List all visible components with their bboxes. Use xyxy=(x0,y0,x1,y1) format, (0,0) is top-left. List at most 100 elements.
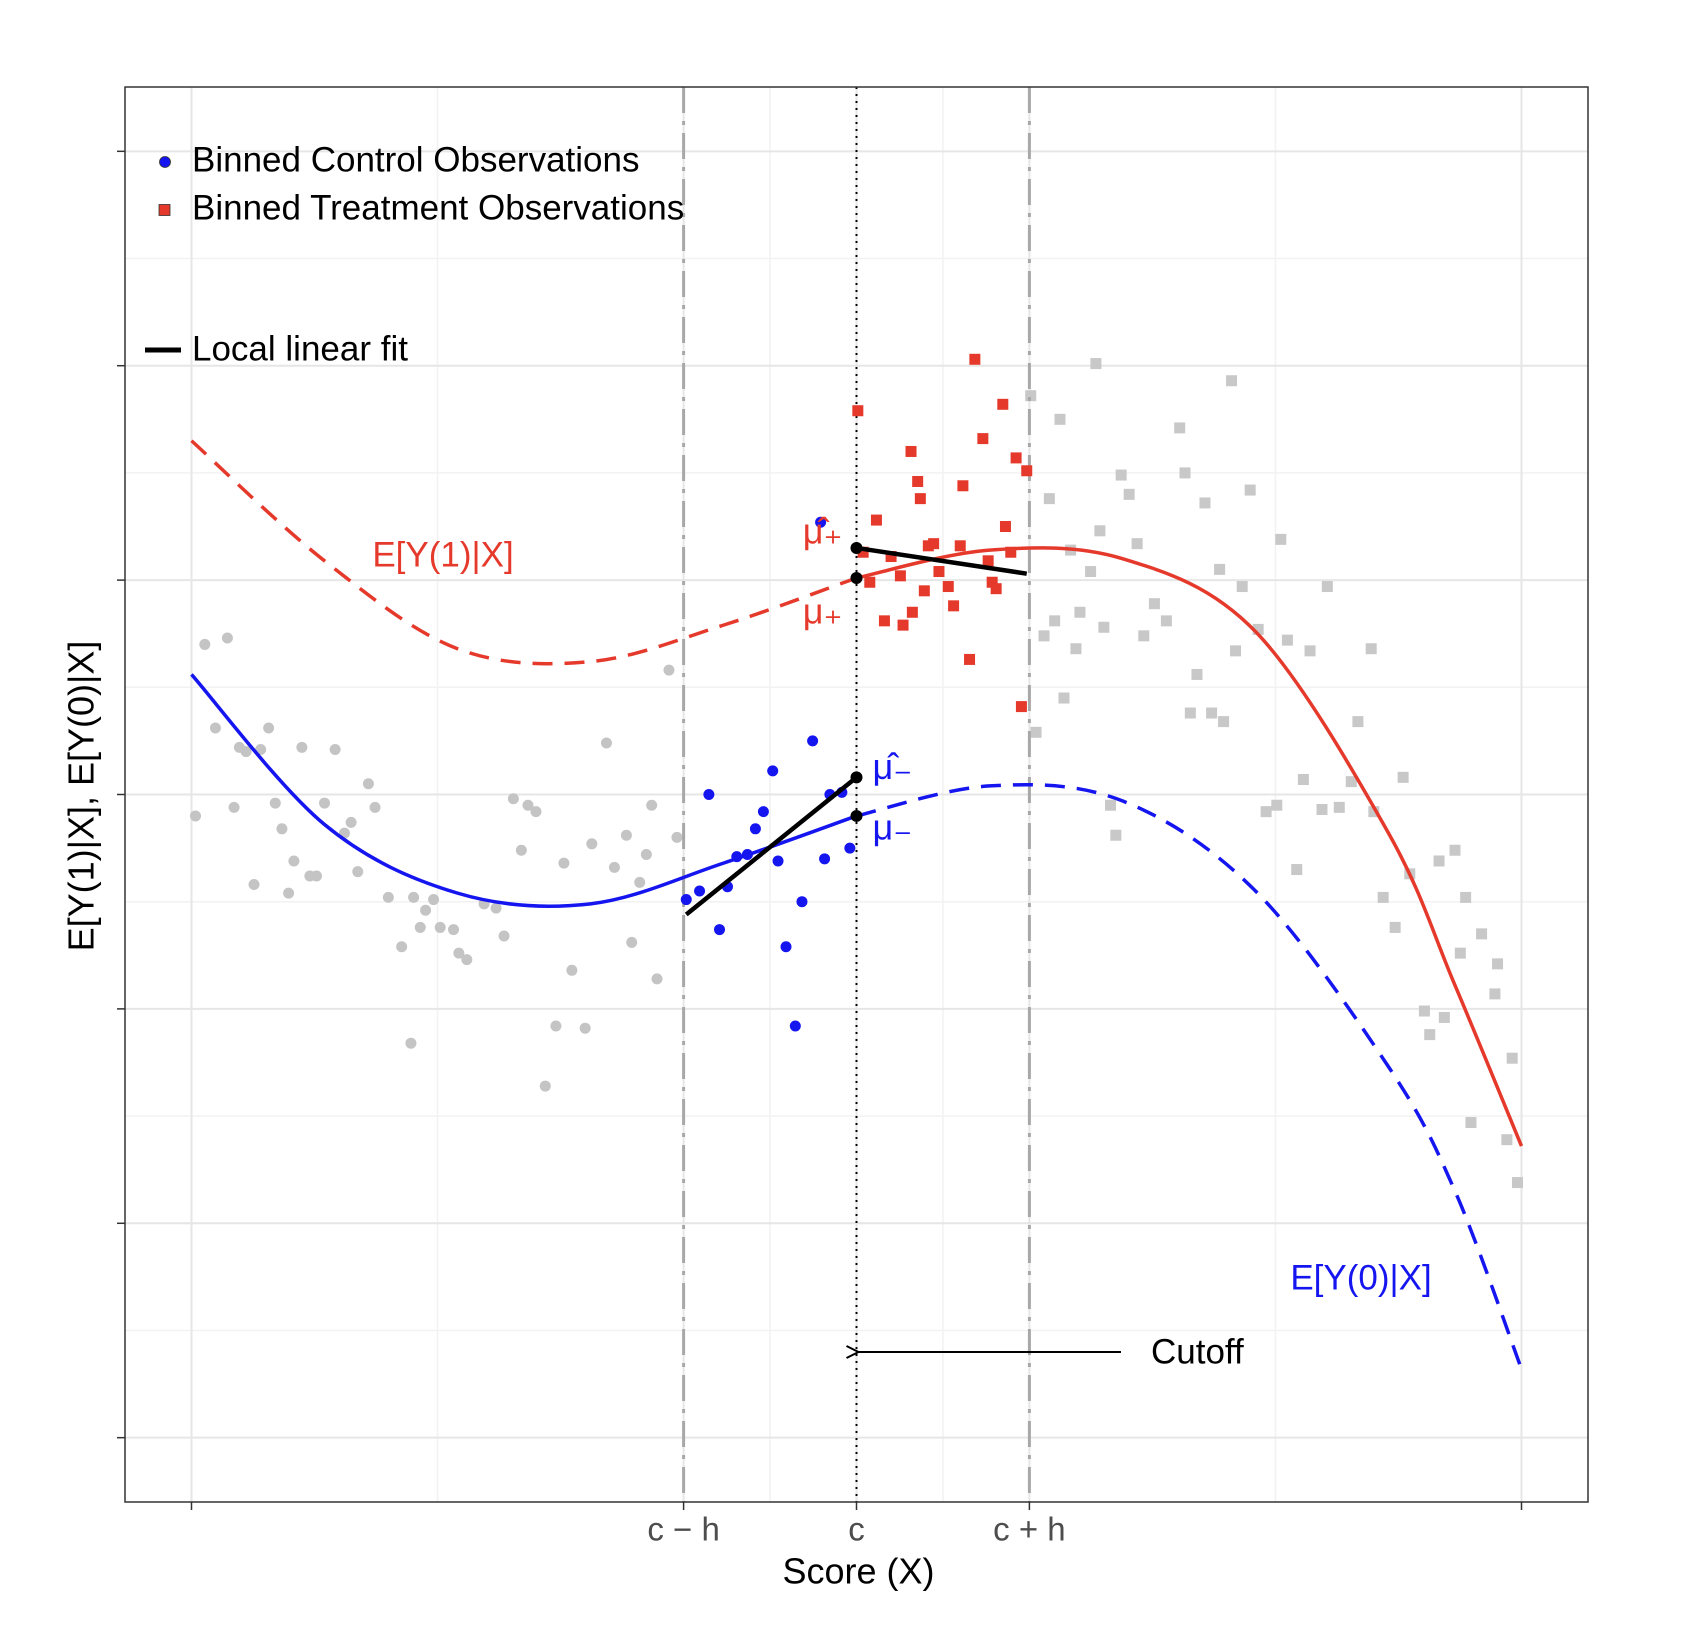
binned-point xyxy=(1015,701,1027,713)
background-point xyxy=(240,746,252,758)
background-point xyxy=(319,797,330,809)
background-point xyxy=(1070,643,1082,655)
background-point xyxy=(1054,413,1066,425)
background-point xyxy=(1206,707,1218,719)
estimate-label: μ̂₊ xyxy=(803,510,843,551)
binned-point xyxy=(796,896,808,908)
background-point xyxy=(414,921,426,933)
background-point xyxy=(408,891,420,903)
background-point xyxy=(1174,422,1186,434)
x-axis-title: Score (X) xyxy=(782,1551,934,1592)
background-point xyxy=(1506,1052,1518,1064)
expectation-curve xyxy=(190,673,858,908)
estimate-label: μ₊ xyxy=(803,590,843,631)
background-point xyxy=(396,941,408,953)
binned-point xyxy=(680,894,692,906)
background-point xyxy=(1449,844,1461,856)
binned-point xyxy=(789,1020,801,1032)
binned-point xyxy=(757,806,769,818)
estimate-point xyxy=(850,771,863,784)
legend-marker xyxy=(158,204,171,216)
expectation-curve xyxy=(856,546,1524,1147)
background-point xyxy=(1476,928,1488,940)
background-point xyxy=(1115,469,1127,481)
legend-label: Local linear fit xyxy=(192,329,408,368)
binned-point xyxy=(999,521,1011,533)
background-point xyxy=(1260,806,1272,818)
background-point xyxy=(362,778,374,790)
background-point xyxy=(600,737,612,749)
background-point xyxy=(1110,829,1122,841)
background-point xyxy=(620,829,632,841)
background-point xyxy=(1085,566,1097,578)
background-point xyxy=(420,904,432,916)
background-point xyxy=(296,741,308,753)
background-point xyxy=(663,664,675,676)
background-point xyxy=(448,924,460,936)
background-point xyxy=(248,879,260,891)
background-point xyxy=(1291,864,1303,876)
legend-label: Binned Treatment Observations xyxy=(192,188,684,227)
background-point xyxy=(352,866,364,878)
background-point xyxy=(490,902,502,914)
binned-point xyxy=(852,405,864,417)
background-point xyxy=(269,797,281,809)
estimate-label: μ̂₋ xyxy=(873,746,913,787)
background-point xyxy=(530,806,542,818)
binned-point xyxy=(772,855,784,867)
background-point xyxy=(1214,563,1226,575)
background-point xyxy=(1038,630,1050,642)
binned-point xyxy=(942,581,954,593)
background-point xyxy=(1090,358,1102,370)
background-point xyxy=(1105,799,1117,811)
background-point xyxy=(1316,804,1328,816)
binned-point xyxy=(703,789,715,800)
background-point xyxy=(1148,598,1160,610)
x-tick-label: c − h xyxy=(647,1511,719,1548)
binned-point xyxy=(986,576,998,588)
background-point xyxy=(1465,1117,1477,1129)
background-point xyxy=(1160,615,1172,627)
background-point xyxy=(283,887,295,899)
binned-point xyxy=(749,823,761,835)
binned-point xyxy=(948,600,960,612)
background-point xyxy=(498,930,510,942)
background-point xyxy=(1352,716,1364,728)
binned-point xyxy=(997,398,1009,410)
background-point xyxy=(1304,645,1316,657)
binned-point xyxy=(894,570,906,582)
background-point xyxy=(228,801,240,813)
background-point xyxy=(434,921,446,933)
local-linear-fit xyxy=(856,545,1028,576)
background-point xyxy=(1049,615,1061,627)
background-point xyxy=(1230,645,1242,657)
estimate-point xyxy=(850,541,863,554)
background-point xyxy=(1333,801,1345,813)
background-point xyxy=(566,964,578,976)
background-point xyxy=(453,947,465,959)
binned-point xyxy=(694,885,706,897)
estimate-label: μ₋ xyxy=(873,806,913,847)
background-point xyxy=(1492,958,1504,970)
background-point xyxy=(405,1037,417,1049)
binned-point xyxy=(780,941,792,953)
background-point xyxy=(345,816,357,828)
binned-point xyxy=(933,566,945,578)
background-point xyxy=(1098,621,1110,633)
background-point xyxy=(539,1080,551,1092)
background-point xyxy=(288,855,300,867)
background-point xyxy=(1252,623,1264,635)
binned-point xyxy=(982,555,994,567)
background-point xyxy=(1418,1005,1430,1017)
curve-label: E[Y(0)|X] xyxy=(1290,1258,1431,1297)
background-point xyxy=(1501,1134,1513,1146)
background-point xyxy=(1058,692,1070,704)
background-point xyxy=(1297,773,1309,785)
binned-point xyxy=(914,493,926,505)
background-point xyxy=(651,973,663,985)
background-point xyxy=(329,743,341,755)
background-point xyxy=(276,823,288,835)
background-point xyxy=(1030,726,1042,738)
